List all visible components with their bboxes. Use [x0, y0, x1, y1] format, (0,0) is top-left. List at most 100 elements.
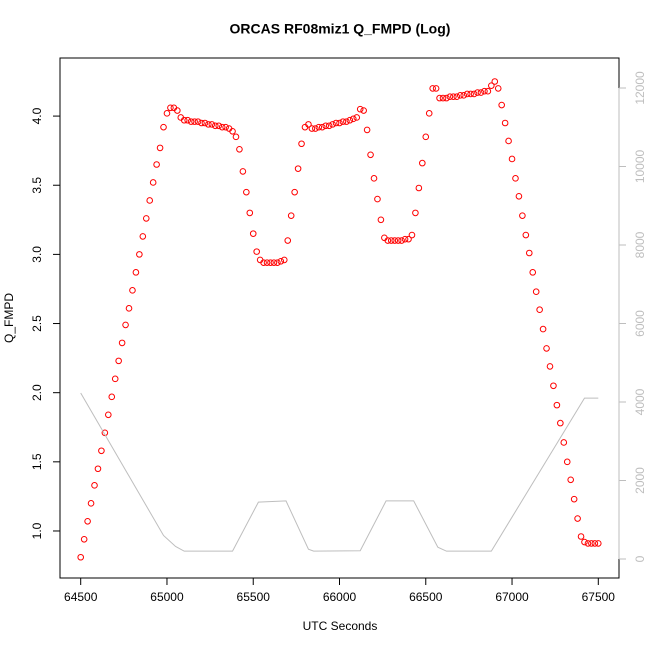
point	[318, 123, 326, 131]
point	[443, 94, 450, 102]
y2-tick-label: 10000	[633, 149, 647, 183]
point	[174, 107, 181, 114]
point	[560, 439, 568, 446]
point	[142, 215, 150, 222]
y-tick-label: 2.5	[30, 315, 44, 332]
point	[481, 87, 488, 95]
x-tick-label: 66500	[409, 590, 443, 604]
point	[467, 90, 474, 98]
point	[532, 288, 540, 296]
point	[553, 401, 561, 409]
point	[429, 85, 436, 92]
x-tick-label: 65000	[150, 590, 184, 604]
point	[512, 175, 519, 182]
point	[122, 321, 129, 329]
point	[270, 259, 278, 266]
point	[184, 116, 191, 124]
point	[456, 92, 464, 99]
point	[539, 325, 547, 333]
point	[505, 137, 512, 145]
x-tick-label: 66000	[323, 590, 357, 604]
point	[208, 121, 216, 128]
point	[339, 118, 347, 125]
point	[77, 553, 85, 561]
point	[94, 465, 102, 473]
point	[267, 259, 274, 266]
point	[84, 517, 91, 525]
point	[588, 540, 595, 547]
point	[243, 188, 250, 196]
y-tick-label: 4.0	[30, 107, 44, 124]
point	[491, 78, 499, 85]
point	[488, 82, 495, 89]
point	[422, 133, 430, 141]
point	[353, 114, 361, 121]
point	[160, 123, 167, 131]
point	[156, 144, 164, 152]
point	[463, 90, 471, 98]
y-tick-label: 1.0	[30, 522, 44, 539]
point	[515, 192, 523, 200]
point	[370, 175, 378, 182]
point	[498, 101, 505, 109]
point	[218, 123, 226, 131]
point	[111, 375, 119, 383]
point	[249, 230, 257, 237]
x-tick-label: 65500	[237, 590, 271, 604]
point	[450, 93, 457, 101]
point	[191, 118, 198, 125]
point	[391, 237, 399, 244]
point	[322, 122, 329, 130]
point	[222, 123, 229, 131]
point	[494, 85, 502, 92]
point	[432, 85, 440, 92]
point	[387, 237, 395, 244]
point	[260, 259, 267, 266]
point	[211, 122, 219, 130]
point	[394, 237, 402, 244]
point	[367, 151, 374, 159]
line	[80, 392, 599, 552]
point	[287, 212, 295, 219]
point	[308, 125, 316, 132]
point	[115, 357, 122, 365]
y-tick-label: 3.5	[30, 177, 44, 194]
point	[384, 237, 392, 244]
point	[215, 122, 223, 130]
point	[329, 121, 336, 128]
point	[439, 94, 447, 102]
y2-tick-label: 4000	[633, 388, 647, 415]
point	[356, 105, 364, 113]
y2-tick-label: 2000	[633, 467, 647, 494]
point	[398, 237, 405, 244]
point	[360, 107, 367, 114]
point	[419, 159, 426, 167]
point	[519, 212, 526, 219]
point	[529, 269, 537, 276]
point	[98, 447, 105, 455]
point	[229, 127, 236, 135]
point	[546, 363, 554, 370]
point	[408, 231, 416, 239]
point	[474, 89, 481, 96]
point	[374, 195, 381, 203]
point	[101, 429, 109, 437]
y-tick-label: 3.0	[30, 246, 44, 263]
y-tick-label: 2.0	[30, 384, 44, 401]
point	[332, 119, 340, 127]
point	[405, 235, 412, 243]
y2-tick-label: 8000	[633, 231, 647, 258]
point	[581, 538, 588, 546]
point	[277, 257, 285, 265]
point	[325, 122, 333, 130]
point	[401, 235, 409, 243]
point	[315, 123, 323, 131]
point	[91, 482, 98, 489]
y2-tick-label: 12000	[633, 71, 647, 105]
point	[280, 256, 288, 264]
point	[567, 476, 574, 484]
point	[312, 125, 319, 132]
point	[584, 540, 592, 547]
point	[253, 248, 260, 255]
point	[180, 116, 188, 124]
